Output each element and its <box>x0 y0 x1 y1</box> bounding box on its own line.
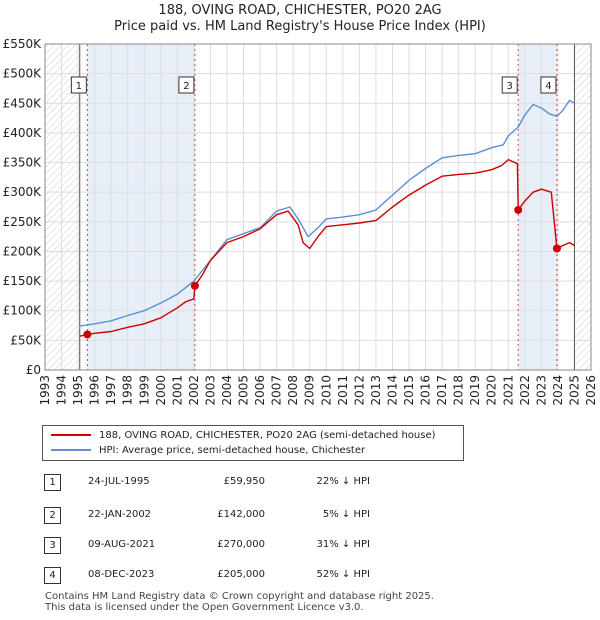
sale-marker-label: 1 <box>76 81 82 92</box>
transaction-number: 3 <box>44 537 61 554</box>
transaction-row: 2 22-JAN-2002 £142,000 5% ↓ HPI <box>40 506 460 526</box>
x-tick-label: 2000 <box>154 375 168 406</box>
transaction-number: 1 <box>44 474 61 491</box>
legend-item-price: 188, OVING ROAD, CHICHESTER, PO20 2AG (s… <box>51 429 436 443</box>
x-tick-label: 2020 <box>485 375 499 406</box>
x-tick-label: 2019 <box>468 375 482 406</box>
x-tick-label: 2016 <box>419 375 433 406</box>
transaction-hpi-diff: 31% ↓ HPI <box>316 539 370 550</box>
x-tick-label: 2001 <box>170 375 184 406</box>
legend-item-hpi: HPI: Average price, semi-detached house,… <box>51 444 365 458</box>
plot-frame <box>44 43 592 371</box>
x-tick-label: 2021 <box>501 375 515 406</box>
legend-swatch-hpi <box>51 449 91 451</box>
x-tick-label: 2025 <box>567 375 581 406</box>
sale-marker-box <box>178 76 195 94</box>
hpi-line <box>79 99 575 327</box>
price-paid-line <box>79 158 575 337</box>
x-tick-label: 1999 <box>137 375 151 406</box>
x-tick-label: 2018 <box>452 375 466 406</box>
x-tick-label: 2022 <box>518 375 532 406</box>
sale-point <box>514 205 523 214</box>
legend-label-price: 188, OVING ROAD, CHICHESTER, PO20 2AG (s… <box>99 430 436 441</box>
y-tick-label: £150K <box>3 274 43 288</box>
sale-marker-box <box>501 76 518 94</box>
y-tick-label: £50K <box>10 333 42 347</box>
sale-marker-box <box>540 76 557 94</box>
x-tick-label: 2010 <box>319 375 333 406</box>
x-tick-label: 2017 <box>435 375 449 406</box>
y-tick-label: £250K <box>3 215 43 229</box>
transaction-row: 1 24-JUL-1995 £59,950 22% ↓ HPI <box>40 473 460 493</box>
x-tick-label: 1995 <box>71 375 85 406</box>
transaction-date: 09-AUG-2021 <box>88 539 156 550</box>
legend-label-hpi: HPI: Average price, semi-detached house,… <box>99 445 366 456</box>
x-tick-label: 2015 <box>402 375 416 406</box>
y-tick-label: £550K <box>3 37 43 51</box>
transaction-price: £205,000 <box>217 569 265 580</box>
y-tick-label: £300K <box>3 185 43 199</box>
x-tick-label: 2011 <box>336 375 350 406</box>
sale-point <box>190 281 199 290</box>
footer-licence: This data is licensed under the Open Gov… <box>45 602 364 613</box>
x-tick-label: 2006 <box>253 375 267 406</box>
footer-copyright: Contains HM Land Registry data © Crown c… <box>45 591 434 602</box>
sale-marker-label: 4 <box>545 81 551 92</box>
x-tick-label: 2023 <box>534 375 548 406</box>
transaction-price: £270,000 <box>217 539 265 550</box>
price-chart: 1 2 3 4 £0 £50K £100K £150K £200K £250K £300K £350… <box>3 37 598 406</box>
transaction-number: 4 <box>44 567 61 584</box>
x-tick-label: 2026 <box>584 375 598 406</box>
x-tick-label: 2008 <box>286 375 300 406</box>
x-tick-label: 2007 <box>270 375 284 406</box>
transaction-price: £142,000 <box>217 509 265 520</box>
transaction-number: 2 <box>44 507 61 524</box>
x-tick-label: 2004 <box>220 375 234 406</box>
sale-marker-label: 3 <box>507 81 513 92</box>
sale-marker-box <box>70 76 87 94</box>
sale-point <box>552 244 561 253</box>
transaction-hpi-diff: 52% ↓ HPI <box>316 569 370 580</box>
transaction-hpi-diff: 22% ↓ HPI <box>316 476 370 487</box>
x-tick-label: 1993 <box>38 375 52 406</box>
sale-marker-label: 2 <box>183 81 189 92</box>
transaction-date: 08-DEC-2023 <box>88 569 155 580</box>
no-data-hatch <box>574 44 591 370</box>
legend-swatch-price <box>51 434 91 436</box>
x-tick-label: 2024 <box>551 375 565 406</box>
x-tick-label: 1994 <box>55 375 69 406</box>
y-tick-label: £0 <box>26 363 41 377</box>
y-tick-label: £400K <box>3 126 43 140</box>
no-data-hatch <box>45 44 80 370</box>
x-tick-label: 2009 <box>303 375 317 406</box>
x-tick-label: 2014 <box>385 375 399 406</box>
chart-legend: 188, OVING ROAD, CHICHESTER, PO20 2AG (s… <box>42 425 464 461</box>
x-tick-label: 2003 <box>203 375 217 406</box>
y-tick-label: £200K <box>3 244 43 258</box>
x-tick-label: 2012 <box>352 375 366 406</box>
x-tick-label: 1998 <box>121 375 135 406</box>
transaction-date: 22-JAN-2002 <box>88 509 152 520</box>
transaction-hpi-diff: 5% ↓ HPI <box>322 509 370 520</box>
transaction-date: 24-JUL-1995 <box>88 476 150 487</box>
x-tick-label: 1997 <box>104 375 118 406</box>
x-tick-label: 1996 <box>88 375 102 406</box>
chart-subtitle: Price paid vs. HM Land Registry's House … <box>114 19 486 34</box>
y-tick-label: £500K <box>3 67 43 81</box>
transaction-row: 3 09-AUG-2021 £270,000 31% ↓ HPI <box>40 536 460 556</box>
y-tick-label: £450K <box>3 96 43 110</box>
y-tick-label: £100K <box>3 304 43 318</box>
y-tick-label: £350K <box>3 156 43 170</box>
x-tick-label: 2002 <box>187 375 201 406</box>
x-tick-label: 2005 <box>237 375 251 406</box>
x-tick-label: 2013 <box>369 375 383 406</box>
transaction-price: £59,950 <box>223 476 265 487</box>
transaction-row: 4 08-DEC-2023 £205,000 52% ↓ HPI <box>40 566 460 586</box>
chart-title: 188, OVING ROAD, CHICHESTER, PO20 2AG <box>158 3 442 18</box>
sale-point <box>83 330 92 339</box>
